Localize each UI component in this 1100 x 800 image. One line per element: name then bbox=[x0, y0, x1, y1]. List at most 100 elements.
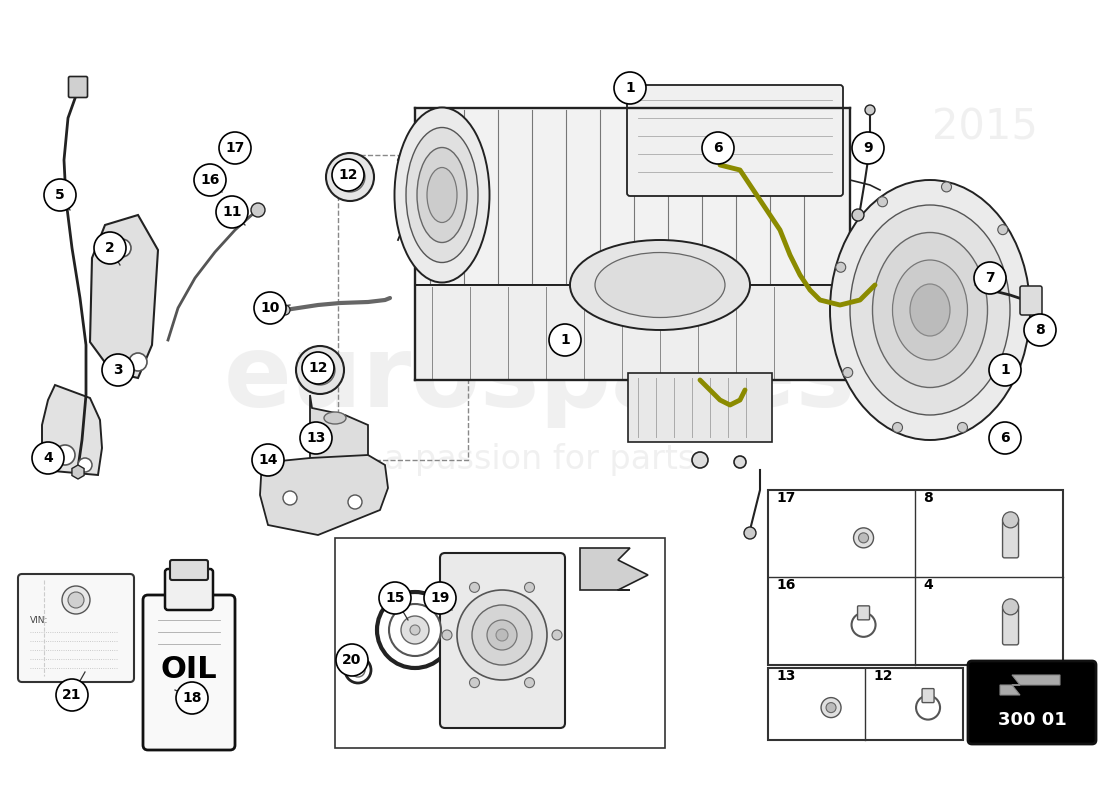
Text: 1: 1 bbox=[625, 81, 635, 95]
Circle shape bbox=[892, 422, 902, 433]
Circle shape bbox=[472, 605, 532, 665]
Circle shape bbox=[854, 528, 873, 548]
Circle shape bbox=[343, 170, 358, 184]
Circle shape bbox=[280, 305, 290, 315]
Circle shape bbox=[348, 495, 362, 509]
Circle shape bbox=[332, 159, 364, 191]
Circle shape bbox=[858, 533, 869, 543]
FancyBboxPatch shape bbox=[165, 569, 213, 610]
Polygon shape bbox=[415, 285, 850, 380]
Circle shape bbox=[821, 698, 842, 718]
FancyBboxPatch shape bbox=[440, 553, 565, 728]
Circle shape bbox=[283, 491, 297, 505]
Circle shape bbox=[55, 445, 75, 465]
Text: 8: 8 bbox=[923, 491, 933, 505]
Circle shape bbox=[326, 153, 374, 201]
Circle shape bbox=[552, 630, 562, 640]
FancyBboxPatch shape bbox=[68, 77, 88, 98]
Circle shape bbox=[989, 354, 1021, 386]
Circle shape bbox=[843, 367, 852, 378]
Circle shape bbox=[525, 582, 535, 592]
Circle shape bbox=[1008, 367, 1018, 378]
Circle shape bbox=[302, 352, 334, 384]
Circle shape bbox=[194, 164, 226, 196]
FancyBboxPatch shape bbox=[18, 574, 134, 682]
Circle shape bbox=[389, 604, 441, 656]
Circle shape bbox=[68, 592, 84, 608]
Text: 17: 17 bbox=[226, 141, 244, 155]
Text: 19: 19 bbox=[430, 591, 450, 605]
FancyBboxPatch shape bbox=[143, 595, 235, 750]
Ellipse shape bbox=[872, 233, 988, 387]
Circle shape bbox=[442, 630, 452, 640]
Text: eurospares: eurospares bbox=[224, 331, 856, 429]
Ellipse shape bbox=[892, 260, 968, 360]
Circle shape bbox=[470, 678, 480, 688]
Ellipse shape bbox=[570, 240, 750, 330]
Circle shape bbox=[314, 363, 327, 377]
FancyBboxPatch shape bbox=[858, 606, 869, 620]
Polygon shape bbox=[415, 108, 850, 285]
Text: 1: 1 bbox=[1000, 363, 1010, 377]
Circle shape bbox=[94, 232, 126, 264]
FancyBboxPatch shape bbox=[1002, 605, 1019, 645]
Text: a passion for parts: a passion for parts bbox=[384, 443, 695, 477]
Text: VIN:: VIN: bbox=[30, 616, 48, 625]
Text: 8: 8 bbox=[1035, 323, 1045, 337]
Circle shape bbox=[1024, 314, 1056, 346]
Circle shape bbox=[78, 458, 92, 472]
Text: 12: 12 bbox=[308, 361, 328, 375]
Circle shape bbox=[998, 225, 1008, 234]
Circle shape bbox=[351, 663, 365, 677]
Circle shape bbox=[692, 452, 708, 468]
Circle shape bbox=[957, 422, 968, 433]
FancyBboxPatch shape bbox=[1020, 286, 1042, 315]
Text: 2: 2 bbox=[106, 241, 114, 255]
Ellipse shape bbox=[427, 167, 456, 222]
Circle shape bbox=[826, 702, 836, 713]
Circle shape bbox=[974, 262, 1006, 294]
Text: 13: 13 bbox=[776, 669, 795, 683]
Circle shape bbox=[336, 644, 368, 676]
Circle shape bbox=[219, 132, 251, 164]
Text: 3: 3 bbox=[113, 363, 123, 377]
Text: 7: 7 bbox=[986, 271, 994, 285]
Circle shape bbox=[470, 582, 480, 592]
Circle shape bbox=[305, 355, 336, 385]
Circle shape bbox=[989, 422, 1021, 454]
Circle shape bbox=[487, 620, 517, 650]
FancyBboxPatch shape bbox=[627, 85, 843, 196]
Circle shape bbox=[852, 132, 884, 164]
Polygon shape bbox=[580, 548, 648, 590]
Circle shape bbox=[251, 203, 265, 217]
Circle shape bbox=[525, 678, 535, 688]
Text: 1: 1 bbox=[560, 333, 570, 347]
Circle shape bbox=[402, 616, 429, 644]
Text: 14: 14 bbox=[258, 453, 277, 467]
Text: 11: 11 bbox=[222, 205, 242, 219]
Circle shape bbox=[129, 353, 147, 371]
Circle shape bbox=[32, 442, 64, 474]
Ellipse shape bbox=[395, 107, 490, 282]
Circle shape bbox=[296, 346, 344, 394]
FancyBboxPatch shape bbox=[1002, 518, 1019, 558]
FancyBboxPatch shape bbox=[922, 689, 934, 702]
Text: 4: 4 bbox=[43, 451, 53, 465]
Text: 9: 9 bbox=[864, 141, 872, 155]
Circle shape bbox=[942, 182, 952, 192]
Circle shape bbox=[410, 625, 420, 635]
Circle shape bbox=[252, 444, 284, 476]
Circle shape bbox=[62, 586, 90, 614]
FancyBboxPatch shape bbox=[768, 490, 1063, 665]
Ellipse shape bbox=[910, 284, 950, 336]
Ellipse shape bbox=[830, 180, 1030, 440]
Text: 17: 17 bbox=[776, 491, 795, 505]
Circle shape bbox=[216, 196, 248, 228]
Circle shape bbox=[836, 262, 846, 272]
Text: 4: 4 bbox=[923, 578, 933, 592]
Text: 20: 20 bbox=[342, 653, 362, 667]
Ellipse shape bbox=[406, 127, 478, 262]
Circle shape bbox=[1002, 512, 1019, 528]
Ellipse shape bbox=[595, 253, 725, 318]
Circle shape bbox=[424, 582, 456, 614]
